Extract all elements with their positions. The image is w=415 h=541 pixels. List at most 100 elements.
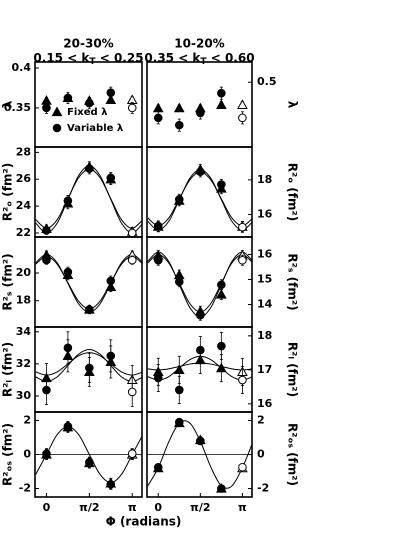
data-point [174,277,184,287]
fit-curve [35,425,142,484]
column-title: 10-20% [174,37,224,51]
y-tick-label: 30 [16,389,32,402]
data-point [196,167,205,177]
y-tick-label: 18 [257,173,272,186]
column-subtitle: 0.15 < kT < 0.25 [33,51,143,67]
plot-area [35,161,142,237]
y-tick-label: 26 [16,172,32,185]
data-point [42,225,51,235]
plot-area [35,249,142,315]
y-tick-label: 16 [257,248,273,261]
data-point [237,99,248,110]
plot-area [152,86,248,132]
data-point [174,417,184,427]
y-axis-label: R²ₛ (fm²) [286,253,300,310]
data-point [216,99,227,110]
panel: 14 15 16 R²ₛ (fm²) [146,236,300,328]
data-point [106,173,116,183]
data-point [153,113,163,123]
data-point [42,449,51,458]
y-tick-label: -2 [257,482,269,495]
y-tick-label: 16 [257,397,273,410]
data-point [153,462,163,472]
data-point [106,88,116,98]
plot-area [41,86,138,114]
data-point [216,362,227,373]
x-tick-label: 0 [154,501,162,514]
data-point [174,195,184,204]
y-tick-label: 2 [23,414,31,427]
plot-area [147,417,252,493]
plot-area [147,249,252,321]
plot-area [35,331,142,407]
data-point [42,103,51,113]
data-point [153,373,163,383]
data-point [238,222,247,232]
subtitle-part: < 0.25 [96,51,144,65]
data-point [238,462,247,472]
plot-area [35,420,142,490]
data-point [85,457,94,467]
y-tick-label: -2 [19,482,31,495]
legend-label: Variable λ [67,123,124,134]
y-axis-label: R²ₒₛ (fm²) [286,423,300,486]
column-title: 20-30% [63,37,113,51]
data-point [173,102,185,113]
y-axis-label: R²ₛ (fm²) [1,253,15,310]
fit-curve [35,165,142,234]
y-tick-label: 0 [23,448,31,461]
subtitle-part: 0.35 < k [144,51,201,65]
data-point [238,255,247,265]
legend-marker [51,106,63,117]
y-axis-label: R²ₗ (fm²) [286,342,300,397]
data-point [174,120,184,130]
data-point [238,375,247,385]
data-point [152,102,164,113]
data-point [127,255,137,265]
column-subtitle: 0.35 < kT < 0.60 [144,51,254,67]
data-point [217,180,226,189]
y-tick-label: 18 [257,329,272,342]
panel-frame [34,146,143,238]
y-axis-label: λ [286,101,300,109]
y-axis-label: R²ₗ (fm²) [1,342,15,397]
y-tick-label: 15 [257,273,272,286]
data-point [127,387,137,397]
y-tick-label: 32 [16,357,31,370]
legend-marker [52,123,62,133]
plot-area [147,332,252,404]
data-point [196,310,205,320]
fit-curve [147,253,252,313]
panel: 16 18 R²ₒ (fm²) [146,146,300,238]
data-point [85,164,94,173]
subtitle-part: T [200,57,207,67]
data-point [174,385,184,395]
data-point [217,280,226,290]
data-point [196,345,205,355]
y-tick-label: 28 [16,145,31,158]
data-point [106,351,116,361]
legend-label: Fixed λ [67,107,108,118]
y-tick-label: 17 [257,363,272,376]
y-tick-label: 22 [16,226,31,239]
fit-curve [35,255,142,310]
y-axis-label: R²ₒₛ (fm²) [1,423,15,486]
data-point [216,288,227,299]
y-tick-label: 24 [16,199,32,212]
data-point [63,343,73,353]
data-point [153,255,163,265]
panel: 16 17 18 R²ₗ (fm²) [146,326,300,413]
panel: 0.35 0.4 λ Fixed λ Variable λ 20-30%0.15 < kT… [1,37,144,148]
data-point [173,364,185,374]
panel: 0.5 λ 10-20%0.35 < kT < 0.60 [144,37,300,148]
data-point [127,228,137,237]
y-tick-label: 20 [16,266,32,279]
fit-curve [35,253,142,313]
data-point [196,108,205,118]
y-axis-label: R²ₒ (fm²) [286,163,300,221]
x-tick-label: π/2 [79,501,99,514]
panel: -2 0 2 R²ₒₛ (fm²) 0 π/2 π [146,411,300,514]
